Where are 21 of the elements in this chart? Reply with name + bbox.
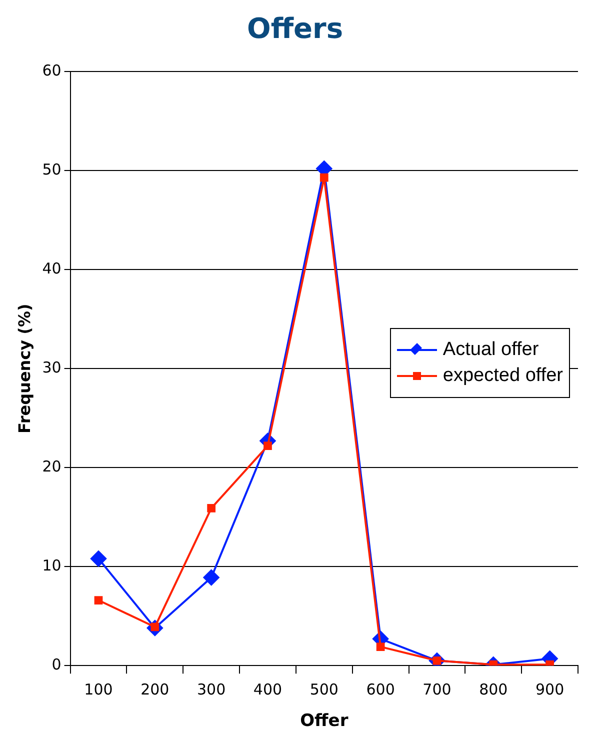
y-axis-title: Frequency (%) xyxy=(14,304,34,434)
x-tick-label: 500 xyxy=(310,680,338,698)
x-tick-label: 800 xyxy=(479,680,508,698)
y-tick-label: 30 xyxy=(42,358,62,376)
y-tick-label: 10 xyxy=(42,556,62,574)
x-tick-label: 100 xyxy=(84,680,113,698)
chart-title: Offers xyxy=(247,12,343,46)
y-tick-label: 40 xyxy=(42,259,62,278)
legend-label: expected offer xyxy=(442,365,563,387)
x-tick-label: 900 xyxy=(535,680,564,698)
legend-label: Actual offer xyxy=(442,339,539,361)
x-axis-title: Offer xyxy=(300,711,349,732)
x-tick-label: 200 xyxy=(140,680,170,698)
x-tick-label: 700 xyxy=(422,680,452,698)
x-tick-label: 300 xyxy=(197,680,226,698)
y-tick-label: 50 xyxy=(42,160,62,178)
x-tick-label: 600 xyxy=(366,680,395,698)
y-tick-label: 0 xyxy=(52,655,62,674)
x-tick-label: 400 xyxy=(253,680,282,698)
y-tick-label: 20 xyxy=(42,457,62,476)
y-tick-label: 60 xyxy=(42,61,62,80)
